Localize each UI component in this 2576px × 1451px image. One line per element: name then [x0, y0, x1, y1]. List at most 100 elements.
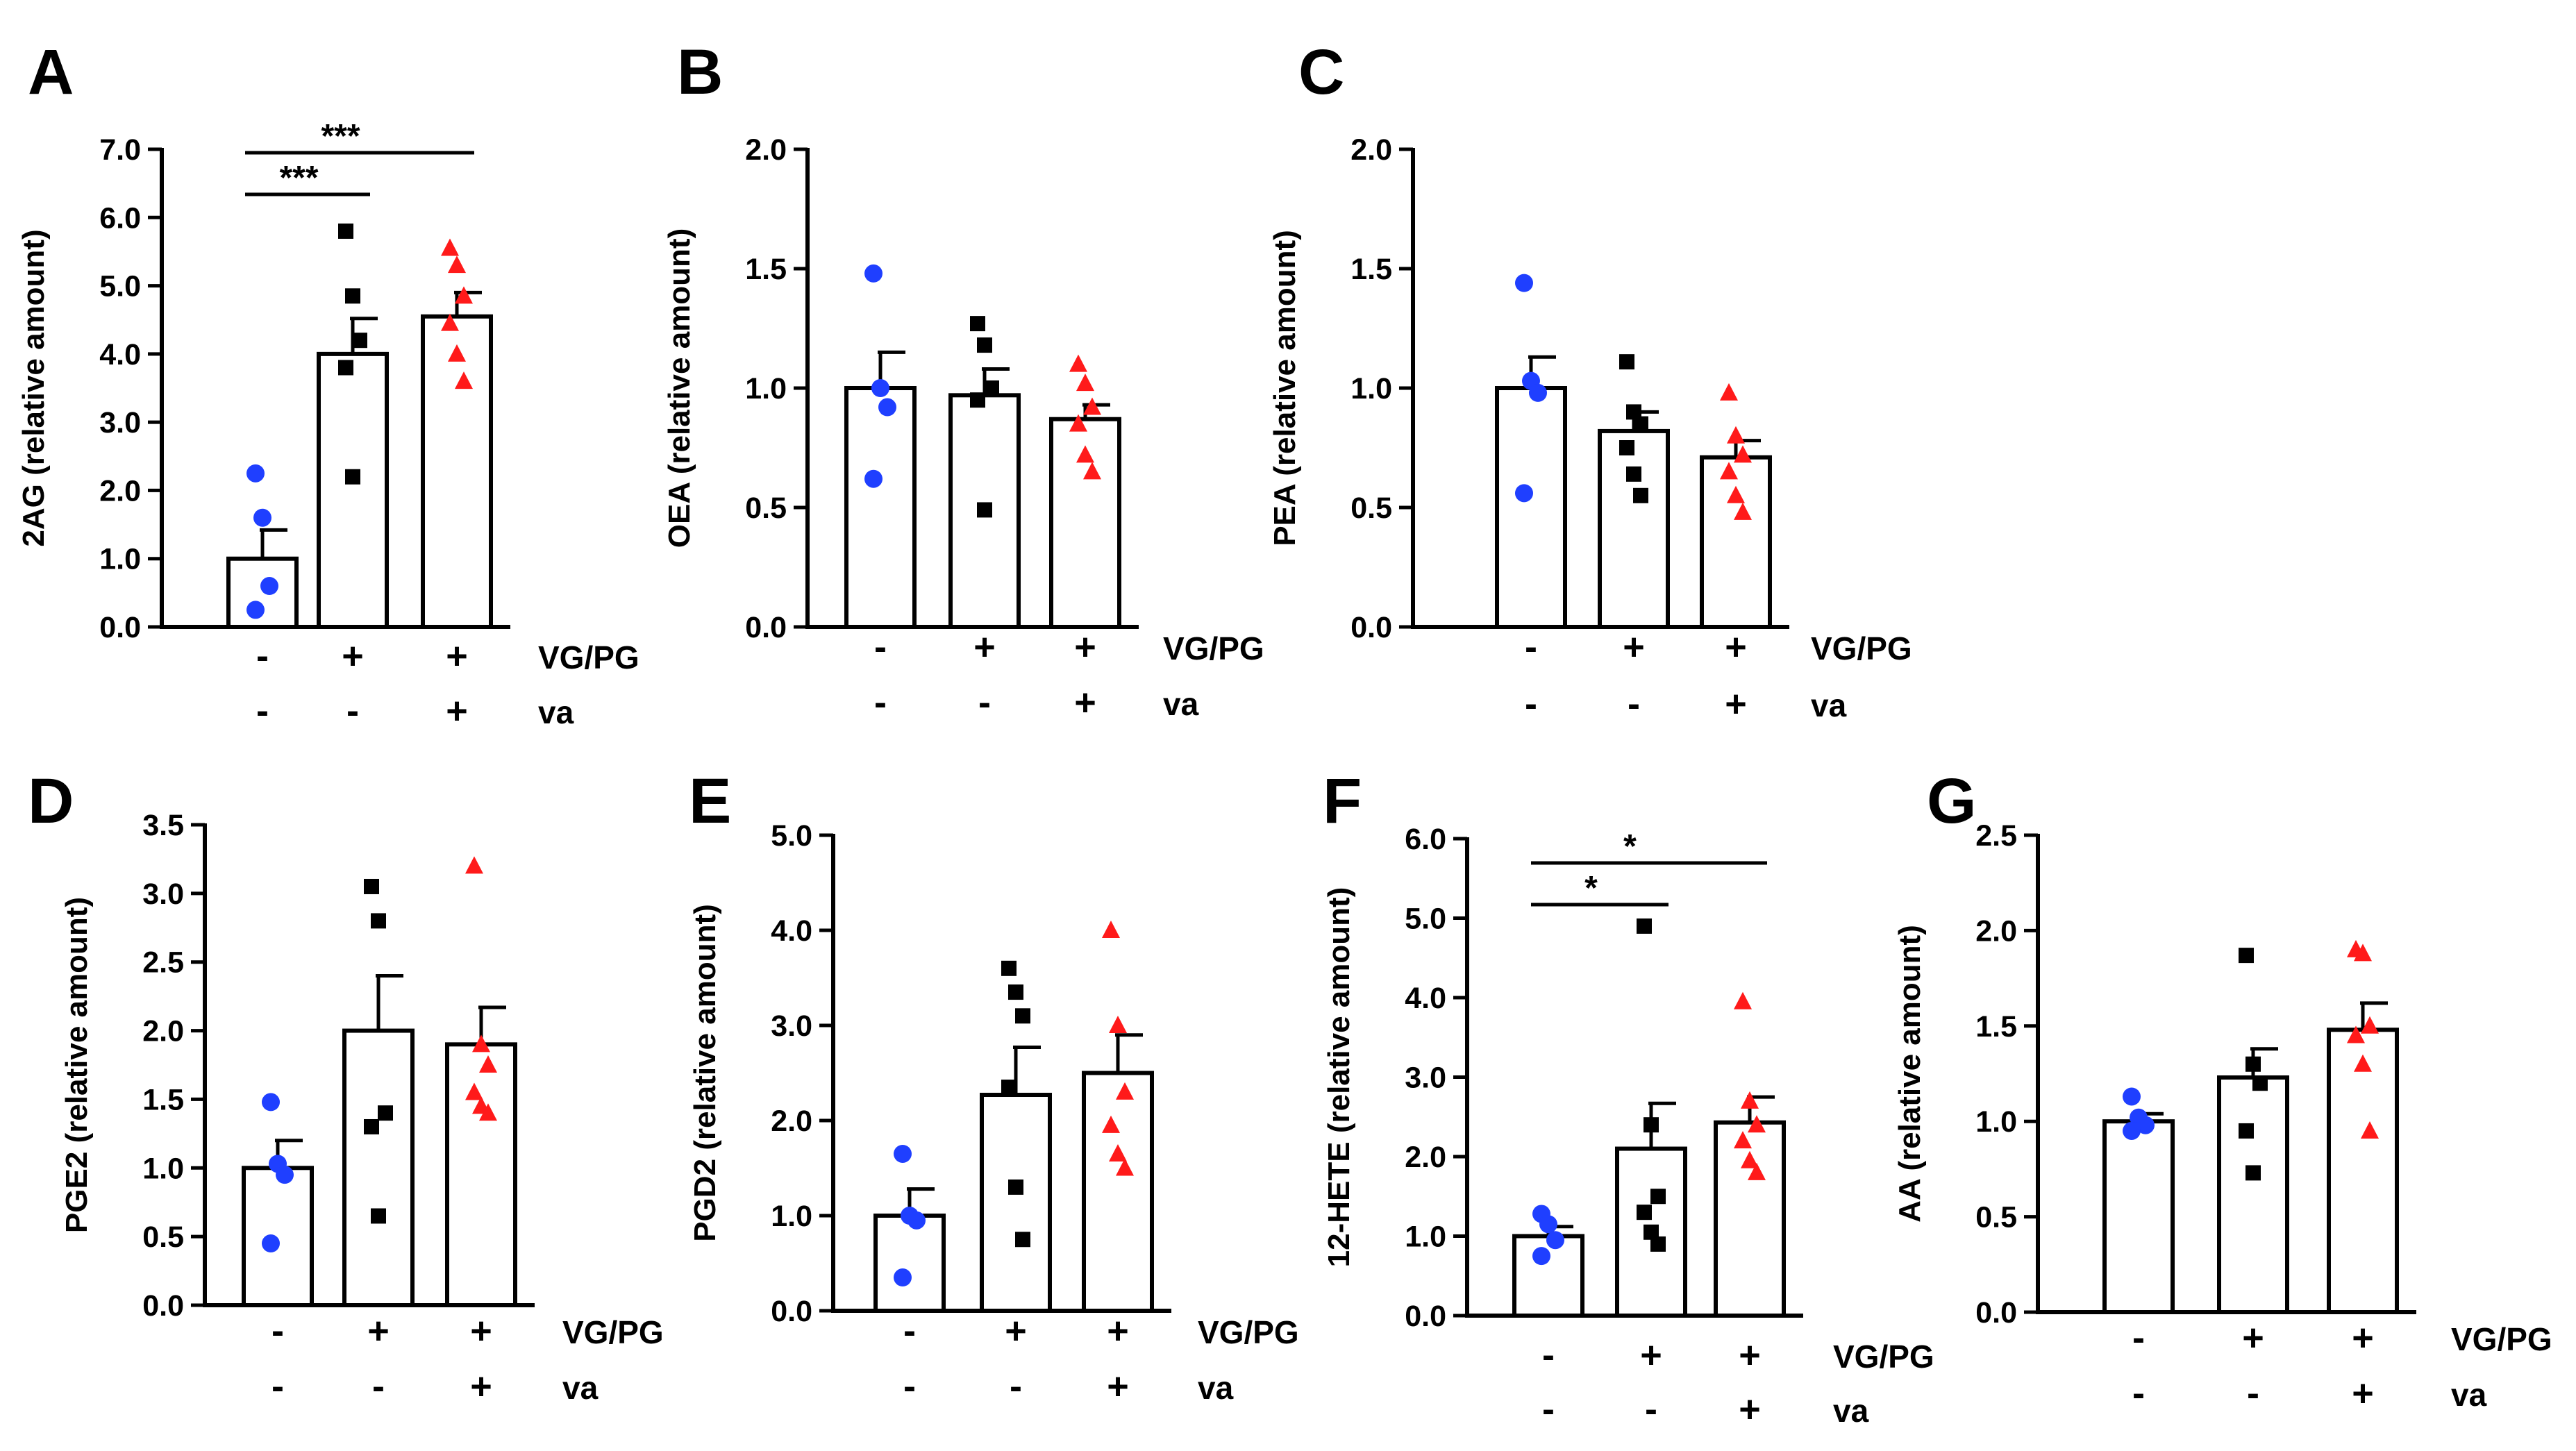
row-label-vgpg: VG/PG	[1198, 1314, 1299, 1350]
y-tick-label: 1.0	[745, 372, 787, 405]
va-sign: -	[372, 1366, 385, 1407]
data-point	[1720, 462, 1738, 480]
y-tick-label: 1.5	[142, 1083, 184, 1116]
bar	[1049, 417, 1121, 629]
data-point	[878, 398, 896, 417]
y-tick-label: 1.0	[99, 543, 141, 576]
va-sign: -	[271, 1366, 284, 1407]
data-point	[338, 223, 353, 239]
y-tick-label: 1.0	[1350, 372, 1392, 405]
y-tick-label: 4.0	[1405, 982, 1446, 1015]
data-point	[345, 288, 360, 304]
data-point	[1748, 1115, 1766, 1133]
data-point	[371, 1208, 386, 1224]
data-point	[2347, 1025, 2365, 1043]
data-point	[1102, 1115, 1120, 1133]
y-tick-label: 0.5	[142, 1221, 184, 1254]
data-point	[1515, 274, 1533, 292]
y-tick-label: 5.0	[99, 270, 141, 303]
y-tick-label: 2.0	[1975, 914, 2017, 948]
y-tick-label: 0.5	[1350, 492, 1392, 525]
va-sign: -	[1542, 1389, 1555, 1430]
panel-f: F 12-HETE (relative amount) 0.0 1.0 2.0 3.0 4.…	[1322, 766, 1934, 1430]
data-point	[1109, 1143, 1127, 1161]
row-label-vgpg: VG/PG	[1833, 1339, 1934, 1375]
data-point	[1734, 1131, 1752, 1149]
panel-label: E	[689, 766, 731, 837]
data-point	[465, 856, 483, 874]
data-point	[1116, 1082, 1134, 1100]
va-sign: -	[2247, 1373, 2259, 1414]
data-point	[455, 371, 473, 389]
data-point	[2136, 1116, 2155, 1134]
data-point	[441, 313, 459, 331]
y-tick-label: 4.0	[99, 338, 141, 371]
y-tick-label: 2.5	[142, 946, 184, 980]
data-point	[1069, 354, 1087, 372]
data-point	[1532, 1247, 1550, 1266]
y-tick-label: 2.0	[1350, 133, 1392, 167]
y-axis-label: OEA (relative amount)	[662, 228, 696, 548]
bar	[980, 1093, 1052, 1313]
row-label-va: va	[1833, 1393, 1869, 1429]
data-point	[1619, 354, 1634, 370]
data-point	[455, 286, 473, 304]
vgpg-sign: -	[2132, 1317, 2145, 1359]
vgpg-sign: +	[1107, 1310, 1129, 1352]
vgpg-sign: -	[874, 626, 887, 668]
data-point	[2252, 1075, 2268, 1091]
va-sign: +	[1725, 683, 1747, 725]
data-point	[1069, 414, 1087, 432]
row-label-vgpg: VG/PG	[1811, 630, 1912, 666]
panel-c: C PEA (relative amount) 0.0 0.5 1.0 1.5 2.0 - - +…	[1268, 37, 1912, 725]
data-point	[1529, 383, 1547, 402]
data-point	[1001, 1080, 1017, 1096]
y-tick-label: 5.0	[1405, 903, 1446, 936]
row-label-vgpg: VG/PG	[1163, 630, 1264, 666]
data-point	[1734, 502, 1752, 520]
significance-label: *	[1623, 828, 1637, 865]
data-point	[2245, 1165, 2261, 1181]
y-axis-label: 2AG (relative amount)	[17, 229, 51, 546]
data-point	[871, 379, 889, 397]
bar	[844, 386, 917, 629]
data-point	[977, 337, 992, 353]
data-point	[1633, 416, 1648, 432]
row-label-va: va	[562, 1370, 599, 1406]
row-label-va: va	[1198, 1370, 1234, 1406]
data-point	[1644, 1224, 1659, 1240]
panel-label: F	[1323, 766, 1362, 837]
data-point	[1015, 1008, 1030, 1024]
data-point	[864, 264, 883, 283]
data-point	[984, 380, 999, 396]
data-point	[1001, 960, 1017, 976]
data-point	[345, 469, 360, 485]
data-point	[1076, 445, 1094, 463]
y-tick-label: 3.0	[99, 406, 141, 439]
data-point	[2245, 1056, 2261, 1072]
data-point	[970, 392, 985, 408]
data-point	[1109, 1016, 1127, 1033]
bar	[242, 1166, 314, 1308]
va-sign: -	[256, 690, 269, 732]
y-tick-label: 0.0	[99, 611, 141, 644]
vgpg-sign: +	[446, 635, 468, 677]
y-tick-label: 0.0	[745, 611, 787, 644]
panel-a: A 2AG (relative amount) 0.0 1.0 2.0 3.0 4.0 5.0…	[17, 37, 639, 732]
vgpg-sign: +	[1725, 626, 1747, 668]
panel-d: D PGE2 (relative amount) 0.0 0.5 1.0 1.5 2.0 2.…	[28, 766, 664, 1407]
data-point	[472, 1034, 490, 1052]
data-point	[2354, 943, 2372, 962]
data-point	[246, 601, 265, 619]
y-axis-label: 12-HETE (relative amount)	[1322, 887, 1356, 1268]
data-point	[1102, 921, 1120, 938]
y-tick-label: 1.0	[771, 1200, 812, 1233]
data-point	[378, 1105, 393, 1121]
data-point	[276, 1166, 294, 1184]
y-tick-label: 0.0	[771, 1295, 812, 1328]
vgpg-sign: +	[1739, 1334, 1761, 1376]
data-point	[1539, 1215, 1557, 1234]
data-point	[364, 1118, 379, 1134]
y-axis-label: PGE2 (relative amount)	[60, 897, 94, 1233]
row-label-vgpg: VG/PG	[2451, 1321, 2552, 1357]
